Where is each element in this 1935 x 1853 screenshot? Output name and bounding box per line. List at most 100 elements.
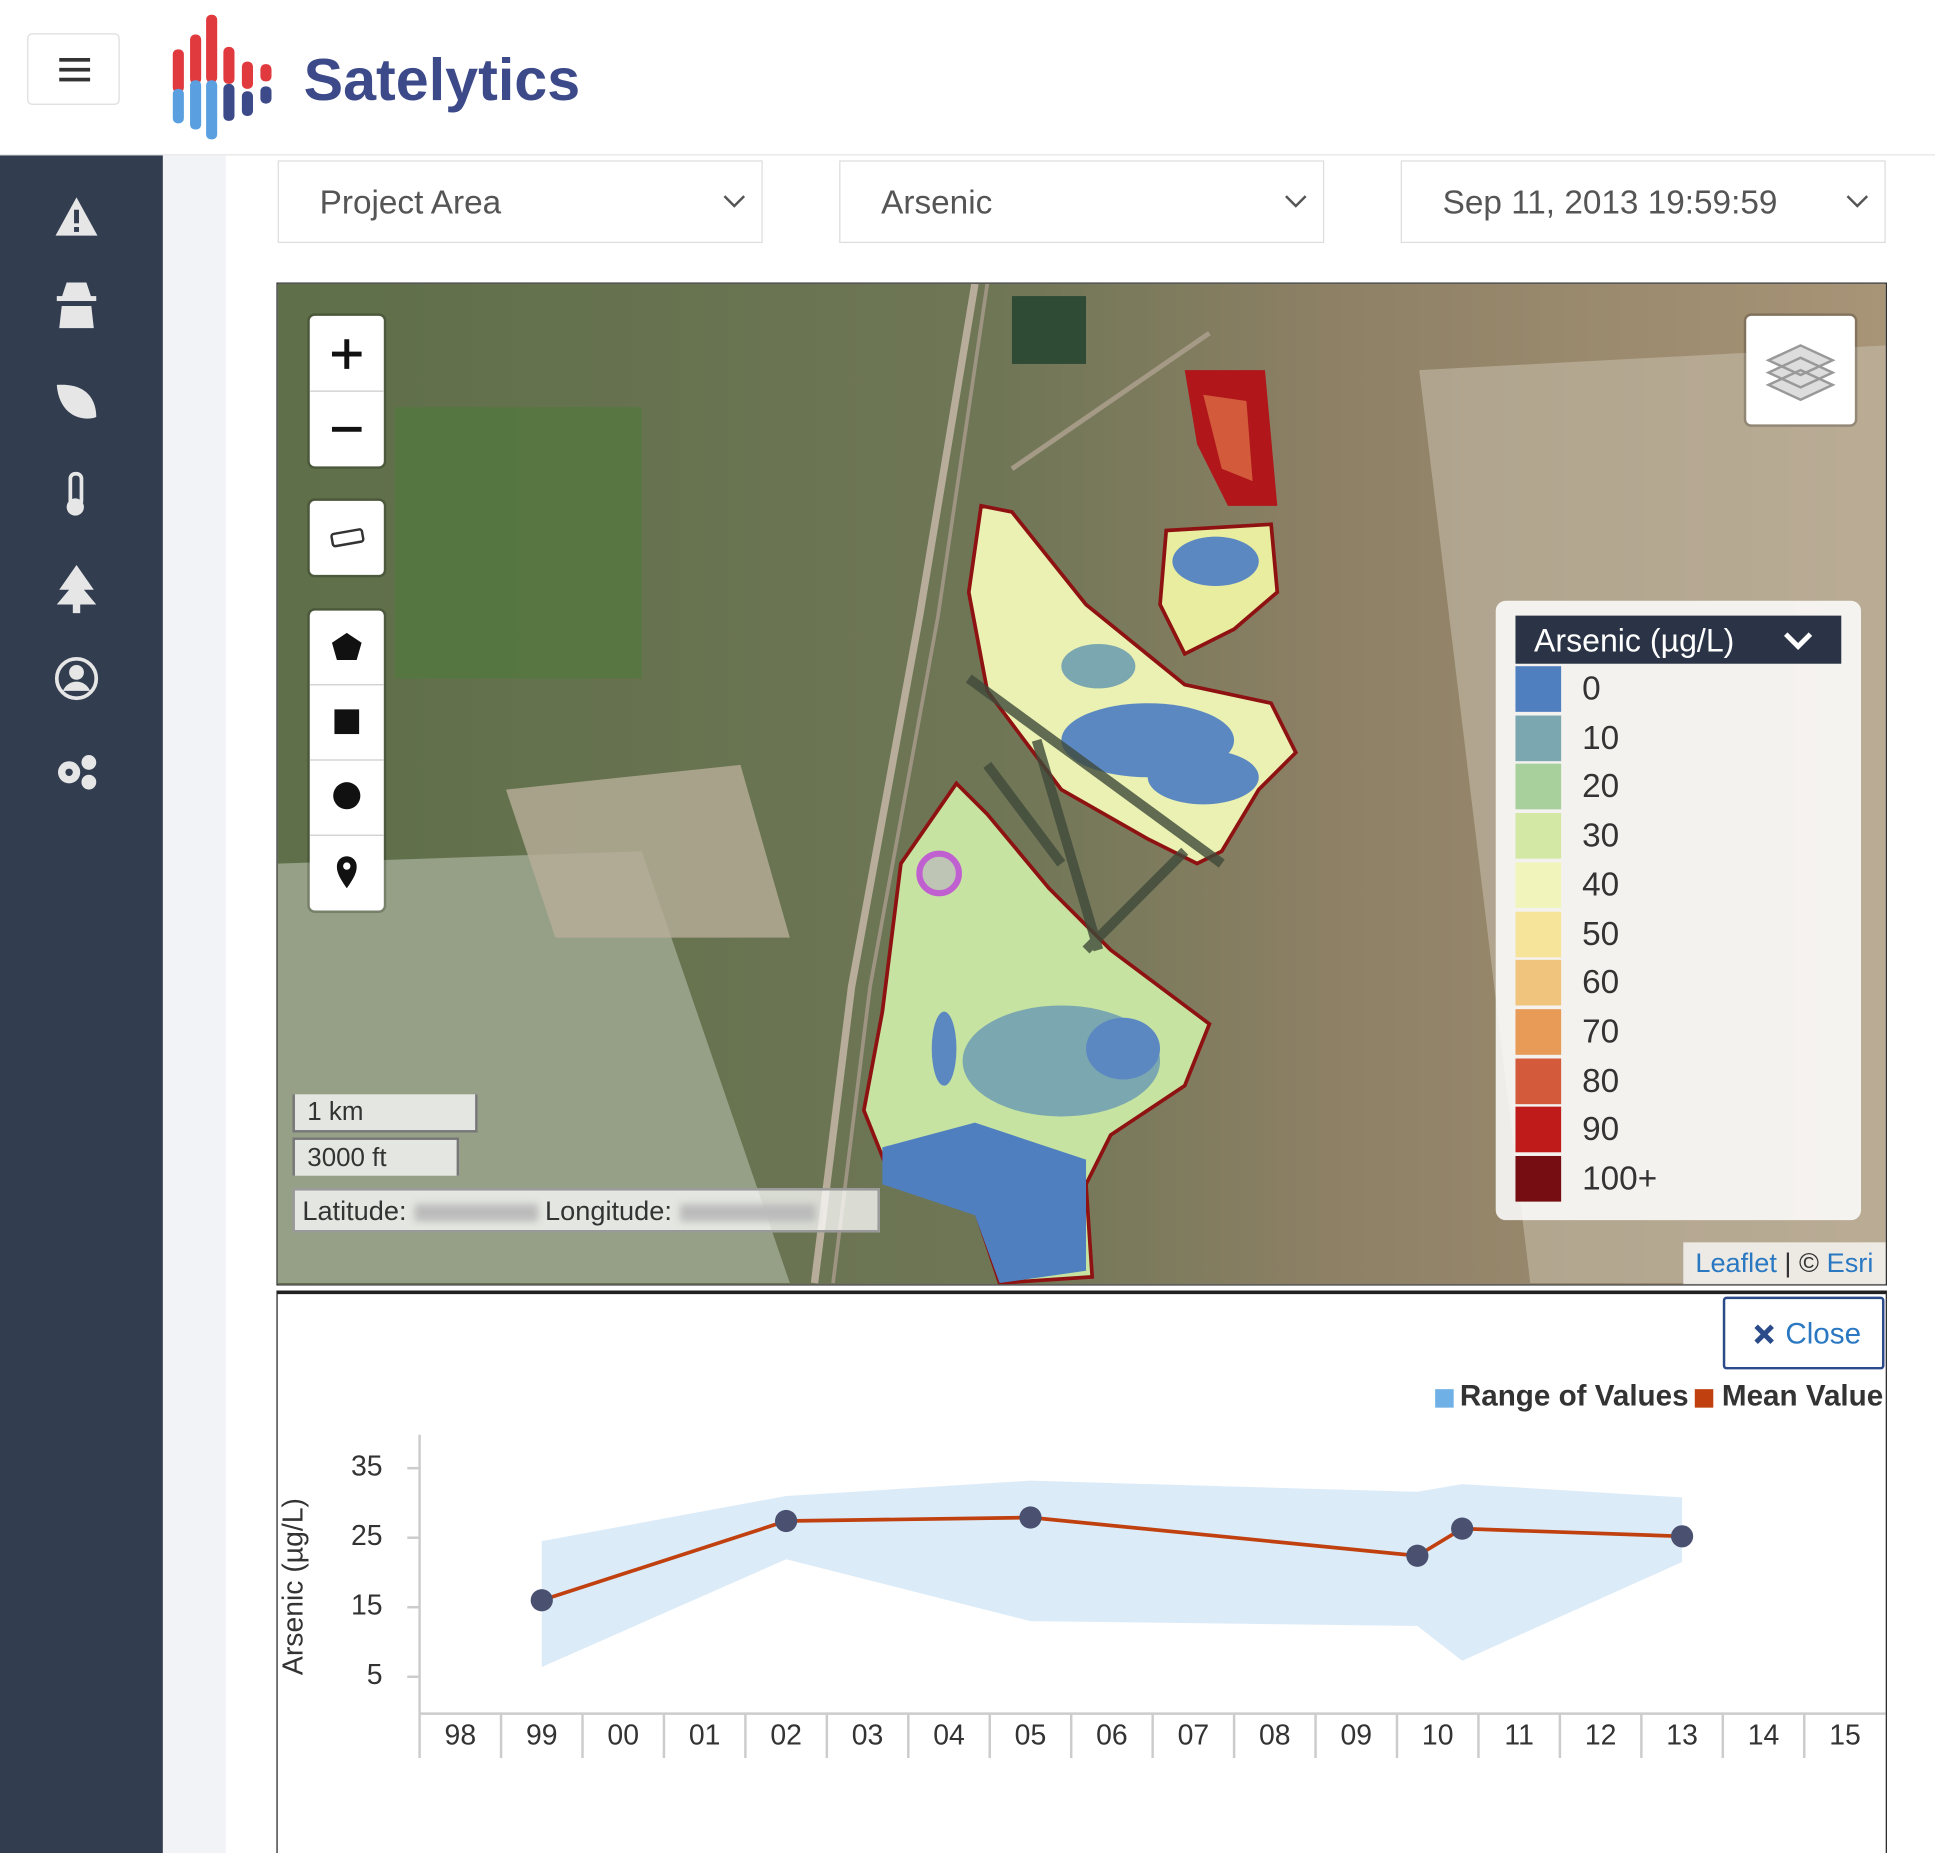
selected-point[interactable]: [916, 850, 962, 897]
y-tick-label: 35: [351, 1451, 383, 1483]
legend-label: 60: [1582, 963, 1620, 1001]
chevron: [1783, 632, 1813, 650]
chevron: [723, 195, 746, 208]
attribution: Leaflet | © Esri: [1683, 1242, 1886, 1285]
legend-swatch: [1435, 1389, 1454, 1408]
map[interactable]: 1 km 3000 ft Latitude: Longitude: Arseni…: [276, 282, 1887, 1286]
settings-icon[interactable]: [58, 755, 97, 790]
layers-button[interactable]: [1746, 315, 1855, 425]
mean-point: [530, 1589, 553, 1612]
legend-label: 50: [1582, 914, 1620, 952]
range-area: [541, 1480, 1683, 1668]
date-dropdown[interactable]: Sep 11, 2013 19:59:59: [1400, 160, 1886, 244]
scale-imperial: 3000 ft: [292, 1137, 460, 1176]
coordinates: Latitude: Longitude:: [292, 1188, 880, 1233]
x-tick-label: 09: [1340, 1720, 1372, 1752]
map-legend: Arsenic (µg/L) 0 10 20 30 40 50 60 70 80 90 100+: [1495, 600, 1862, 1221]
legend-swatch: [1515, 911, 1562, 957]
gutter: [162, 155, 226, 1853]
mean-point: [1406, 1544, 1429, 1567]
mean-point: [775, 1509, 798, 1533]
brand: Satelytics: [303, 48, 581, 114]
sidebar: [0, 155, 163, 1853]
x-tick-label: 98: [445, 1720, 477, 1752]
sidebar-icons: [54, 197, 99, 790]
mean-point: [1451, 1517, 1474, 1540]
leaflet-link[interactable]: Leaflet: [1695, 1247, 1777, 1279]
tree-icon[interactable]: [56, 565, 97, 614]
legend-swatch: [1515, 1106, 1562, 1153]
x-tick-label: 10: [1422, 1720, 1454, 1752]
header: Satelytics: [0, 0, 1935, 156]
legend-label: 10: [1582, 718, 1620, 756]
logo-mark: [172, 14, 272, 140]
legend-swatch: [1515, 1155, 1562, 1202]
chevron: [1285, 195, 1307, 208]
legend-swatch: [1515, 862, 1562, 908]
legend-swatch: [1515, 1058, 1562, 1104]
legend-label: 30: [1582, 816, 1620, 854]
legend-label: 80: [1582, 1061, 1620, 1099]
close-icon: [1754, 1324, 1774, 1345]
legend-label: 20: [1582, 767, 1620, 805]
parameter-value: Arsenic: [881, 183, 993, 221]
spy-icon[interactable]: [56, 282, 97, 329]
legend-swatch: [1515, 960, 1562, 1006]
legend-label: 90: [1582, 1110, 1620, 1148]
area-dropdown[interactable]: Project Area: [277, 160, 763, 244]
legend-title: Arsenic (µg/L): [1533, 621, 1735, 659]
x-tick-label: 13: [1666, 1720, 1698, 1752]
x-tick-label: 06: [1096, 1720, 1128, 1752]
longitude-label: Longitude:: [545, 1195, 672, 1227]
zoom-control: [309, 315, 384, 467]
zoom-buttons[interactable]: [309, 316, 384, 467]
draw-buttons[interactable]: [309, 611, 384, 911]
mean-line: [541, 1515, 1683, 1603]
user-icon[interactable]: [54, 656, 99, 701]
thermometer-icon[interactable]: [66, 471, 84, 516]
parameter-dropdown[interactable]: Arsenic: [839, 160, 1325, 244]
x-tick-label: 08: [1259, 1720, 1291, 1752]
latitude-label: Latitude:: [302, 1195, 407, 1227]
layers-icon: [1765, 344, 1836, 402]
x-tick-label: 07: [1178, 1720, 1210, 1752]
x-tick-label: 04: [933, 1720, 965, 1752]
legend-swatch: [1515, 813, 1562, 859]
close-label: Close: [1785, 1317, 1862, 1351]
mean-point: [1670, 1525, 1694, 1548]
x-tick-label: 12: [1585, 1720, 1617, 1752]
y-tick-label: 25: [351, 1520, 383, 1552]
area-value: Project Area: [319, 183, 502, 221]
chevron: [1846, 195, 1869, 208]
y-axis-label: Arsenic (µg/L): [278, 1498, 310, 1675]
legend-swatch: [1515, 715, 1562, 761]
longitude-value: [679, 1204, 816, 1222]
legend-label: 0: [1582, 669, 1601, 707]
legend-label: 100+: [1582, 1159, 1658, 1197]
x-tick-label: 01: [689, 1720, 721, 1752]
measure-button[interactable]: [309, 500, 384, 575]
leaf-icon[interactable]: [56, 384, 97, 419]
legend-swatch: [1515, 1009, 1562, 1055]
legend-label: 70: [1582, 1012, 1620, 1050]
menu-button[interactable]: [27, 33, 120, 105]
latitude-value: [414, 1204, 538, 1222]
alert-icon[interactable]: [55, 197, 98, 236]
legend-swatch: [1515, 764, 1562, 810]
legend-label: Range of Values: [1460, 1380, 1689, 1413]
y-tick-label: 15: [351, 1590, 383, 1622]
x-tick-label: 15: [1829, 1720, 1861, 1752]
chart: Mean Value Range of Values 5 15 25 35 Arsenic …: [278, 1380, 1886, 1759]
esri-link[interactable]: Esri: [1826, 1247, 1874, 1279]
legend-header[interactable]: Arsenic (µg/L): [1515, 615, 1842, 664]
attribution-separator: | ©: [1784, 1247, 1820, 1279]
ruler-icon: [330, 528, 365, 548]
x-tick-label: 00: [607, 1720, 639, 1752]
menu-icon: [59, 57, 91, 82]
close-button[interactable]: Close: [1722, 1296, 1885, 1370]
date-value: Sep 11, 2013 19:59:59: [1442, 183, 1778, 221]
x-tick-label: 03: [852, 1720, 884, 1752]
chart-panel: Close Mean Value Range of Values 5 15 25 35 Ar…: [276, 1290, 1887, 1853]
